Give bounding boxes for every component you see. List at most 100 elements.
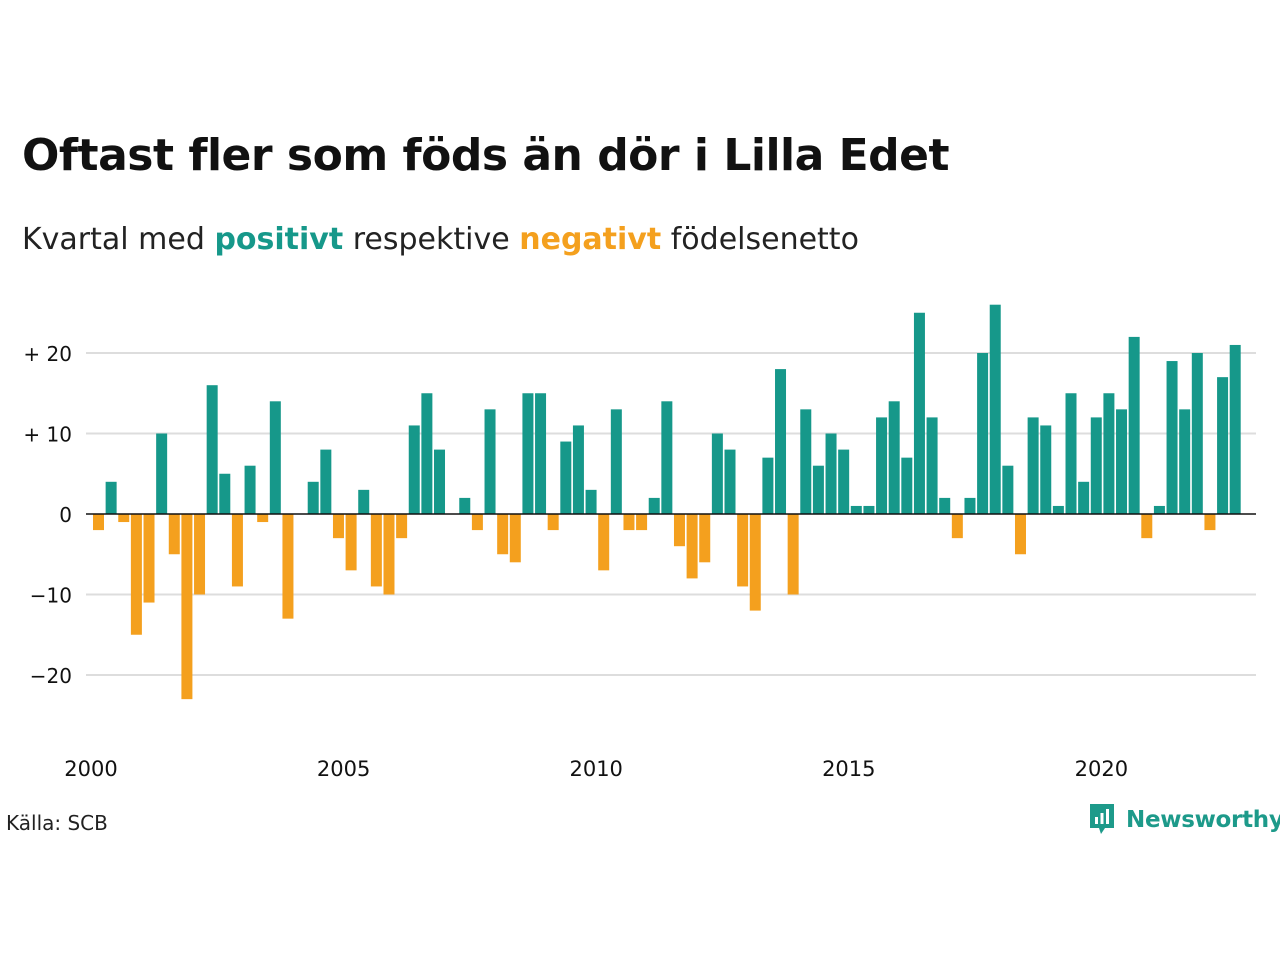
bar: [307, 481, 319, 514]
bar: [1027, 417, 1039, 514]
bar: [673, 514, 685, 547]
bar: [1014, 514, 1026, 555]
bar: [332, 514, 344, 539]
chart-title: Oftast fler som föds än dör i Lilla Edet: [22, 130, 950, 181]
bar: [901, 457, 913, 514]
bar: [396, 514, 408, 539]
bar: [585, 489, 597, 514]
bar: [699, 514, 711, 563]
bar: [1191, 353, 1203, 514]
bar: [105, 481, 117, 514]
bar: [257, 514, 269, 523]
brand-logo: Newsworthy: [1088, 802, 1280, 838]
bar: [535, 393, 547, 514]
bar: [686, 514, 698, 579]
subtitle-text-before: Kvartal med: [22, 222, 205, 257]
bar: [1040, 425, 1052, 514]
bar: [522, 393, 534, 514]
y-tick-label: −10: [30, 584, 72, 608]
bar: [775, 369, 787, 514]
bar: [1217, 377, 1229, 514]
bar: [1052, 505, 1064, 514]
bar: [737, 514, 749, 587]
bar: [787, 514, 799, 595]
bar: [648, 497, 660, 514]
y-tick-label: 0: [59, 503, 72, 527]
bar: [1166, 361, 1178, 514]
bar: [1002, 465, 1014, 514]
bar: [1153, 505, 1165, 514]
newsworthy-logo-icon: [1090, 804, 1114, 834]
bar: [1103, 393, 1115, 514]
bar: [1065, 393, 1077, 514]
source-note: Källa: SCB: [6, 811, 108, 835]
bar: [1116, 409, 1128, 514]
bar: [926, 417, 938, 514]
bar: [370, 514, 382, 587]
bar: [560, 441, 572, 514]
bar: [850, 505, 862, 514]
bar: [825, 433, 837, 514]
bar: [231, 514, 243, 587]
bar: [724, 449, 736, 514]
bar: [206, 385, 218, 514]
bar: [711, 433, 723, 514]
y-tick-label: −20: [30, 664, 72, 688]
bar: [800, 409, 812, 514]
bar: [358, 489, 370, 514]
bar: [1179, 409, 1191, 514]
bar: [269, 401, 281, 514]
bar: [636, 514, 648, 531]
bar: [989, 304, 1001, 514]
bar: [421, 393, 433, 514]
y-tick-label: + 20: [23, 342, 72, 366]
bar: [168, 514, 180, 555]
chart-subtitle: Kvartal med positivt respektive negativt…: [22, 222, 859, 257]
bar: [876, 417, 888, 514]
bar: [194, 514, 206, 595]
bar: [219, 473, 231, 514]
bar: [143, 514, 155, 603]
bar: [509, 514, 521, 563]
y-tick-label: + 10: [23, 423, 72, 447]
bar: [951, 514, 963, 539]
bar: [118, 514, 130, 523]
subtitle-negative-label: negativt: [519, 222, 662, 257]
bar: [1090, 417, 1102, 514]
bar: [1078, 481, 1090, 514]
bar: [939, 497, 951, 514]
bar: [345, 514, 357, 571]
bar: [434, 449, 446, 514]
bar: [762, 457, 774, 514]
bar: [812, 465, 824, 514]
bar: [977, 353, 989, 514]
x-tick-label: 2015: [822, 757, 875, 781]
bar: [497, 514, 509, 555]
bar: [282, 514, 294, 619]
bar: [1128, 336, 1140, 514]
bar: [244, 465, 256, 514]
x-tick-label: 2020: [1075, 757, 1128, 781]
bar: [598, 514, 610, 571]
x-tick-label: 2005: [317, 757, 370, 781]
bar: [964, 497, 976, 514]
bar: [623, 514, 635, 531]
bar: [888, 401, 900, 514]
bar: [471, 514, 483, 531]
bar: [547, 514, 559, 531]
bar: [749, 514, 761, 611]
bar: [408, 425, 420, 514]
subtitle-positive-label: positivt: [214, 222, 344, 257]
bar: [1229, 344, 1241, 514]
x-tick-label: 2000: [64, 757, 117, 781]
bar: [181, 514, 193, 700]
bar: [130, 514, 142, 635]
bar: [320, 449, 332, 514]
bar: [1141, 514, 1153, 539]
bar: [459, 497, 471, 514]
bar: [156, 433, 168, 514]
bar: [838, 449, 850, 514]
bar: [661, 401, 673, 514]
x-tick-label: 2010: [569, 757, 622, 781]
